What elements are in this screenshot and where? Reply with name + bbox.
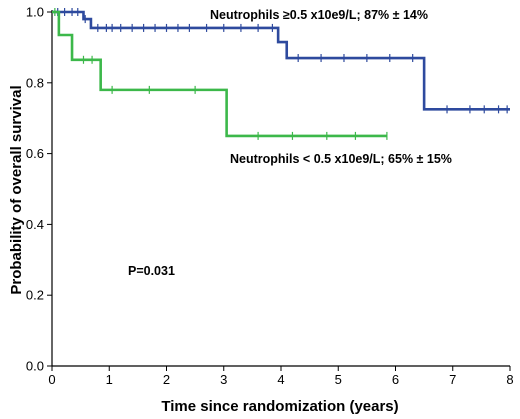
x-tick-label: 6 xyxy=(392,372,399,387)
y-tick-label: 1.0 xyxy=(26,5,44,20)
x-tick-label: 5 xyxy=(335,372,342,387)
plot-area: 0 1 2 3 4 5 6 7 8 0.0 0.2 0.4 0.6 0.8 1.0 xyxy=(26,5,514,388)
y-tick-label: 0.2 xyxy=(26,288,44,303)
x-tick-label: 0 xyxy=(48,372,55,387)
y-tick-label: 0.4 xyxy=(26,217,44,232)
x-tick-label: 8 xyxy=(506,372,513,387)
annotation-p-value: P=0.031 xyxy=(128,264,175,278)
x-axis-title: Time since randomization (years) xyxy=(161,398,398,415)
annotation-neutrophils-high: Neutrophils ≥0.5 x10e9/L; 87% ± 14% xyxy=(210,8,428,22)
y-tick-label: 0.6 xyxy=(26,146,44,161)
y-tick-label: 0.8 xyxy=(26,75,44,90)
x-tick-label: 7 xyxy=(449,372,456,387)
annotation-neutrophils-low: Neutrophils < 0.5 x10e9/L; 65% ± 15% xyxy=(230,152,452,166)
x-tick-label: 1 xyxy=(106,372,113,387)
x-tick-label: 3 xyxy=(220,372,227,387)
series-line-neutrophils-low xyxy=(52,10,387,138)
x-tick-label: 2 xyxy=(163,372,170,387)
x-tick-label: 4 xyxy=(277,372,284,387)
y-axis-title: Probability of overall survival xyxy=(8,85,25,294)
series-line-neutrophils-high xyxy=(52,10,510,111)
y-tick-label: 0.0 xyxy=(26,359,44,374)
